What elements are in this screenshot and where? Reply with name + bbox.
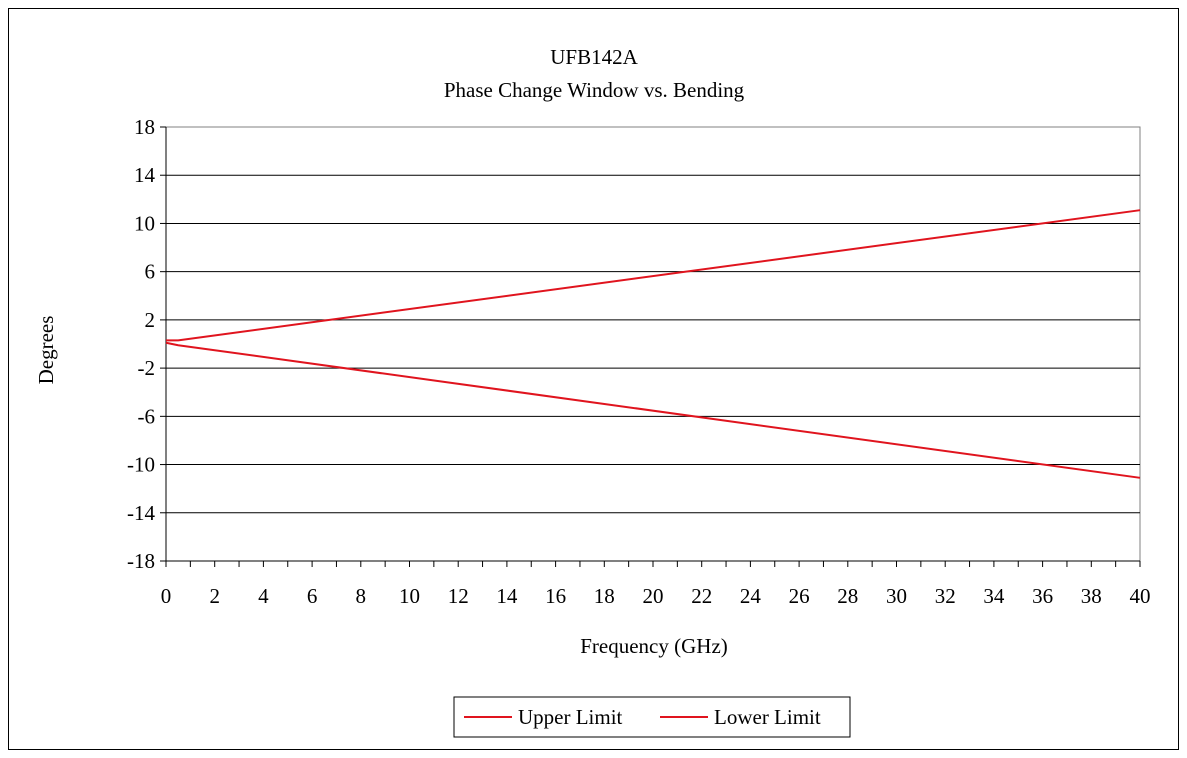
x-tick-label: 34 [983,584,1005,608]
series-line-lower-limit [165,341,1141,479]
chart-title: UFB142A [550,45,638,69]
y-tick-label: -18 [127,549,155,573]
x-tick-label: 36 [1032,584,1053,608]
x-tick-label: 24 [740,584,762,608]
x-tick-label: 2 [209,584,220,608]
x-tick-label: 28 [837,584,858,608]
y-tick-label: -14 [127,501,155,525]
x-tick-label: 0 [161,584,172,608]
x-tick-label: 30 [886,584,907,608]
x-tick-label: 12 [448,584,469,608]
legend-label: Upper Limit [518,705,623,729]
x-axis-label: Frequency (GHz) [580,634,728,658]
legend-box [453,696,851,738]
legend-label: Lower Limit [714,705,821,729]
x-tick-label: 26 [789,584,810,608]
chart-subtitle: Phase Change Window vs. Bending [444,78,745,102]
x-tick-label: 32 [935,584,956,608]
series-line-upper-limit [166,209,1141,342]
legend: Upper Limit Lower Limit [453,696,851,738]
x-tick-label: 8 [356,584,367,608]
y-tick-label: 14 [134,163,156,187]
x-tick-label: 38 [1081,584,1102,608]
y-tick-label: 10 [134,211,155,235]
x-tick-label: 16 [545,584,566,608]
y-tick-label: 18 [134,115,155,139]
x-tick-label: 10 [399,584,420,608]
x-tick-label: 22 [691,584,712,608]
y-tick-label: -6 [138,404,156,428]
x-tick-label: 14 [496,584,518,608]
x-tick-label: 20 [643,584,664,608]
y-axis-label: Degrees [34,316,58,385]
y-tick-label: 2 [145,308,156,332]
x-tick-label: 6 [307,584,318,608]
x-tick-label: 4 [258,584,269,608]
x-tick-label: 40 [1130,584,1151,608]
y-tick-label: -2 [138,356,156,380]
y-tick-label: 6 [145,260,156,284]
plot-border [165,126,1141,562]
chart-svg: UFB142A Phase Change Window vs. Bending … [34,45,1151,738]
y-tick-label: -10 [127,453,155,477]
chart-frame: UFB142A Phase Change Window vs. Bending … [8,8,1179,750]
x-tick-label: 18 [594,584,615,608]
